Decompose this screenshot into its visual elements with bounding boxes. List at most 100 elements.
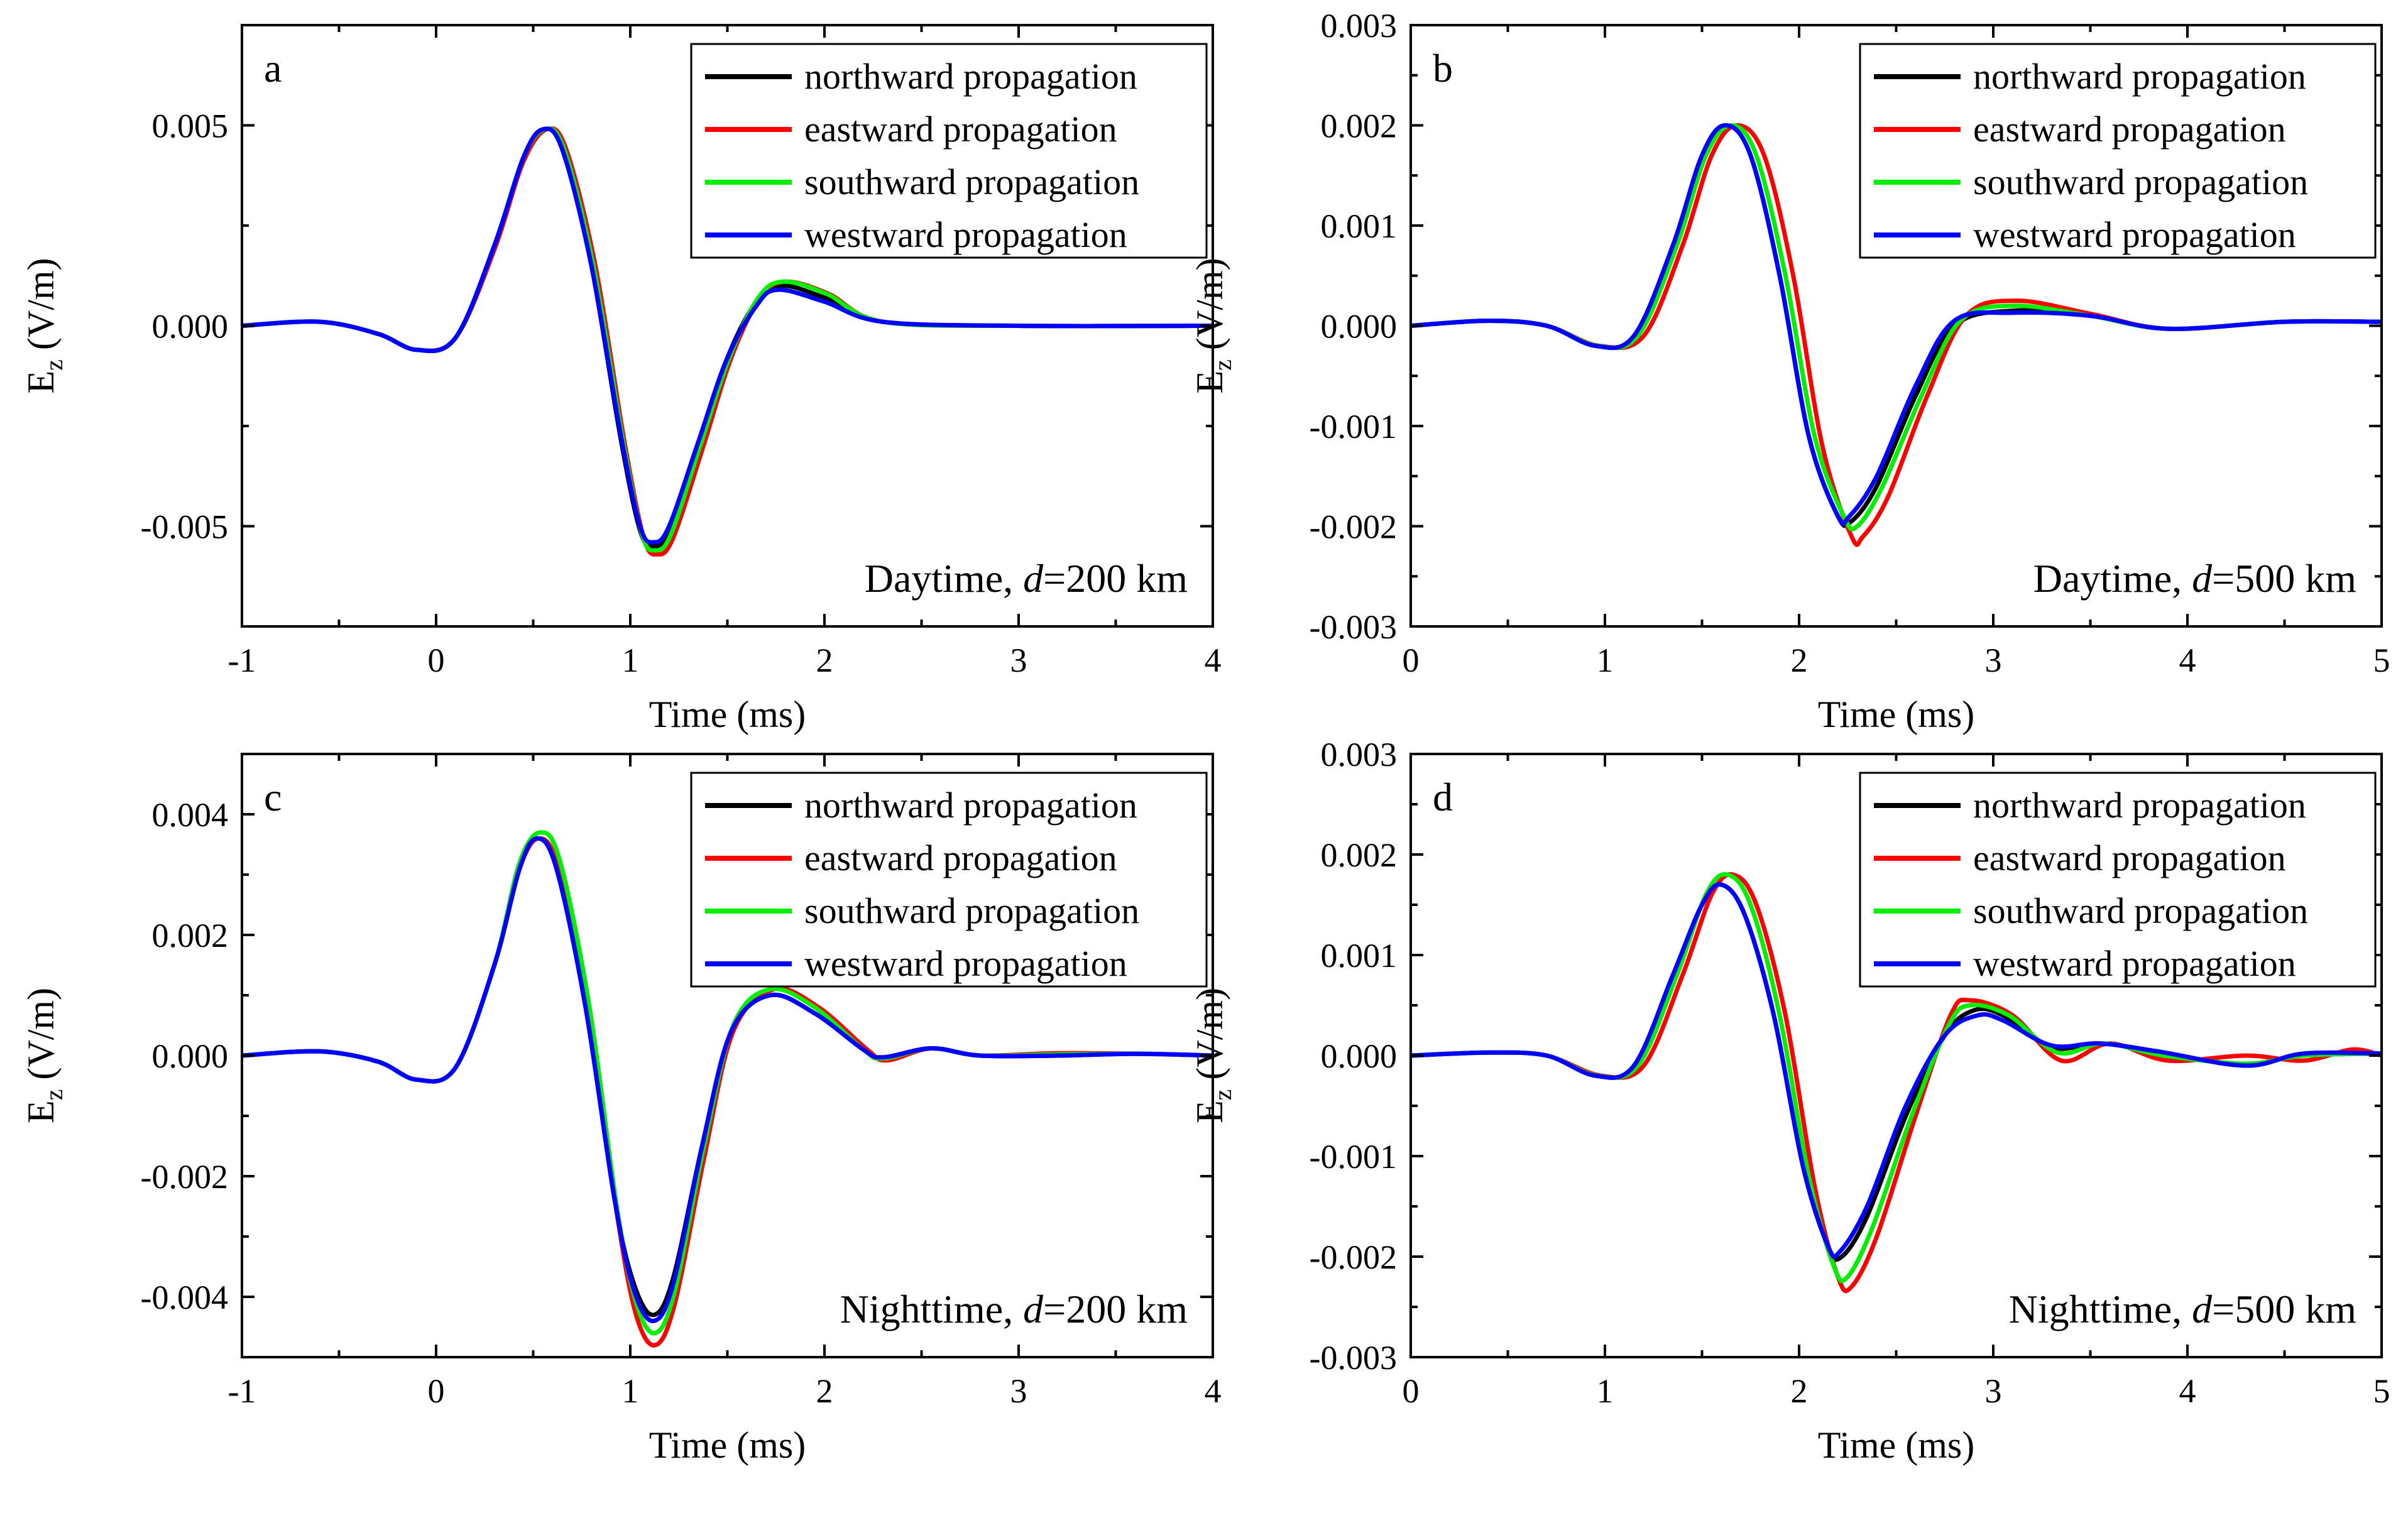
legend-label-westward: westward propagation <box>1973 943 2296 984</box>
annotation-suffix: =500 km <box>2212 556 2356 601</box>
annotation-variable: d <box>2192 556 2213 601</box>
x-tick-label: 2 <box>1791 642 1808 679</box>
legend-label-southward: southward propagation <box>1973 890 2308 931</box>
series-line-westward <box>1411 882 2382 1260</box>
annotation-variable: d <box>1023 1287 1044 1331</box>
legend-label-westward: westward propagation <box>804 943 1127 984</box>
y-tick-label: 0.001 <box>1321 937 1398 975</box>
x-tick-label: 0 <box>1403 642 1420 679</box>
y-axis-title-sub: z <box>40 1089 68 1101</box>
legend-label-southward: southward propagation <box>804 161 1139 202</box>
annotation-variable: d <box>2192 1287 2213 1331</box>
legend-label-southward: southward propagation <box>804 890 1139 931</box>
legend-label-northward: northward propagation <box>804 56 1137 97</box>
legend-box <box>1859 43 2377 259</box>
y-axis-title-main: E <box>1189 1100 1230 1123</box>
panel-label: a <box>264 46 282 90</box>
x-tick-label: 2 <box>816 1372 833 1410</box>
y-tick-label: 0.000 <box>1321 1037 1398 1075</box>
chart-panel-c: -1 0 1 2 3 4 -0.004 -0.002 0.000 0.002 0.004 Time (… <box>20 753 1222 1466</box>
y-tick-label: -0.001 <box>1310 408 1397 445</box>
y-axis-title-unit: (V/m) <box>1189 988 1230 1089</box>
chart-panel-d: 0 1 2 3 4 5 -0.003 -0.002 -0.001 0.000 0.001 0.002 0… <box>1189 736 2390 1466</box>
legend-box <box>690 772 1208 988</box>
y-axis-title-main: E <box>1189 371 1230 394</box>
chart-panel-a: -1 0 1 2 3 4 -0.005 0.000 0.005 Time (ms) Ez (V/m)… <box>20 24 1222 735</box>
x-tick-label: 3 <box>1010 642 1027 679</box>
chart-panel-b: 0 1 2 3 4 5 -0.003 -0.002 -0.001 0.000 0.001 0.002 0… <box>1189 7 2390 735</box>
x-tick-label: 3 <box>1010 1372 1027 1410</box>
y-tick-label: 0.000 <box>1321 308 1398 346</box>
legend: northward propagation eastward propagatio… <box>690 772 1208 988</box>
y-tick-label: -0.002 <box>141 1158 228 1196</box>
annotation-variable: d <box>1023 556 1044 601</box>
x-tick-label: 4 <box>1205 1372 1222 1410</box>
y-tick-label: 0.005 <box>152 107 229 145</box>
legend-label-eastward: eastward propagation <box>804 109 1117 150</box>
legend-label-northward: northward propagation <box>1973 56 2306 97</box>
annotation-prefix: Nighttime, <box>2009 1287 2192 1331</box>
x-tick-label: 3 <box>1985 1372 2002 1410</box>
x-tick-label: 2 <box>1791 1372 1808 1410</box>
y-tick-label: 0.002 <box>1321 107 1398 145</box>
panel-annotation: Daytime, d=500 km <box>2033 556 2356 601</box>
y-tick-label: 0.002 <box>152 917 229 954</box>
y-axis-title: Ez (V/m) <box>20 988 68 1123</box>
y-axis-title-sub: z <box>1208 1089 1237 1101</box>
series-line-eastward <box>1411 872 2382 1294</box>
legend-label-westward: westward propagation <box>1973 214 2296 255</box>
x-tick-label: -1 <box>228 642 256 679</box>
y-axis-title-sub: z <box>40 359 68 371</box>
series-lines <box>242 126 1213 557</box>
y-axis-title-sub: z <box>1208 359 1237 371</box>
panel-label: d <box>1433 775 1453 819</box>
x-tick-label: 4 <box>2179 642 2196 679</box>
annotation-suffix: =200 km <box>1043 556 1188 601</box>
y-axis-title-unit: (V/m) <box>20 258 62 359</box>
series-line-westward <box>242 126 1213 545</box>
annotation-prefix: Daytime, <box>2033 556 2192 601</box>
series-lines <box>1411 872 2382 1294</box>
x-tick-label: 1 <box>1597 1372 1614 1410</box>
x-tick-label: -1 <box>228 1372 256 1410</box>
legend-label-eastward: eastward propagation <box>1973 838 2286 878</box>
series-line-westward <box>1411 123 2382 527</box>
annotation-prefix: Nighttime, <box>840 1287 1024 1331</box>
y-tick-label: 0.000 <box>152 1037 229 1075</box>
x-tick-label: 4 <box>1205 642 1222 679</box>
legend-label-westward: westward propagation <box>804 214 1127 255</box>
x-axis-title: Time (ms) <box>1818 1424 1975 1466</box>
x-tick-label: 5 <box>2373 1372 2390 1410</box>
y-tick-label: -0.002 <box>1310 508 1397 546</box>
panel-annotation: Nighttime, d=200 km <box>840 1287 1188 1331</box>
x-tick-label: 1 <box>1597 642 1614 679</box>
panel-label: b <box>1433 46 1453 90</box>
y-tick-label: 0.000 <box>152 308 229 346</box>
x-axis-title: Time (ms) <box>1818 694 1975 735</box>
y-tick-label: 0.004 <box>152 796 229 834</box>
legend-label-southward: southward propagation <box>1973 161 2308 202</box>
y-tick-label: 0.002 <box>1321 836 1398 874</box>
x-tick-label: 0 <box>428 1372 445 1410</box>
y-axis-title-unit: (V/m) <box>20 988 62 1089</box>
y-axis-title: Ez (V/m) <box>20 258 68 393</box>
series-line-westward <box>242 836 1213 1323</box>
series-lines <box>242 830 1213 1348</box>
x-tick-label: 1 <box>622 642 639 679</box>
annotation-prefix: Daytime, <box>865 556 1023 601</box>
legend-label-northward: northward propagation <box>1973 785 2306 826</box>
x-tick-label: 0 <box>428 642 445 679</box>
y-axis-title-main: E <box>20 371 62 394</box>
y-axis-title: Ez (V/m) <box>1189 258 1237 393</box>
legend-label-northward: northward propagation <box>804 785 1137 826</box>
legend-label-eastward: eastward propagation <box>1973 109 2286 150</box>
x-tick-label: 5 <box>2373 642 2390 679</box>
x-axis-title: Time (ms) <box>649 694 806 735</box>
y-tick-label: -0.003 <box>1310 1339 1397 1377</box>
x-tick-label: 1 <box>622 1372 639 1410</box>
panel-label: c <box>264 775 282 819</box>
y-axis-title-unit: (V/m) <box>1189 258 1230 359</box>
y-tick-label: -0.005 <box>141 508 228 546</box>
legend: northward propagation eastward propagatio… <box>1859 772 2377 988</box>
